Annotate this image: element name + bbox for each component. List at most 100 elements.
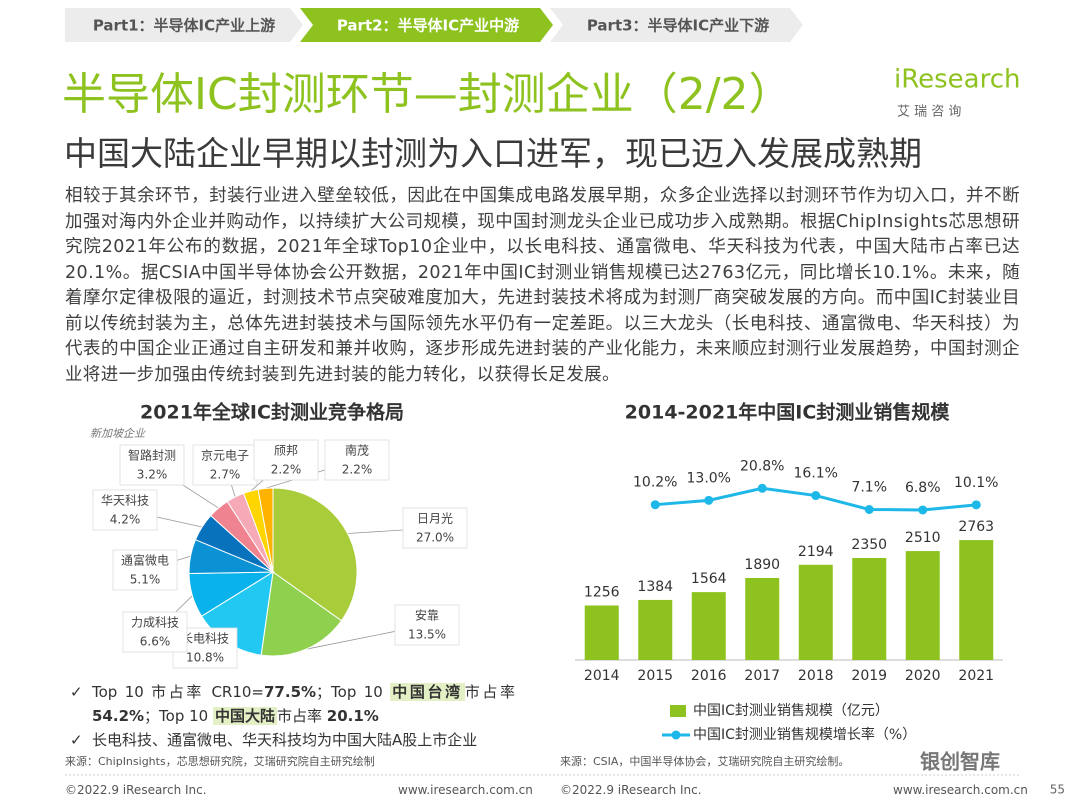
line-marker: [918, 505, 928, 515]
slice-name: 长电科技: [181, 632, 229, 646]
legend-swatch: [671, 730, 681, 740]
slice-value: 5.1%: [130, 573, 161, 587]
line-value-label: 16.1%: [794, 466, 838, 482]
slice-value: 13.5%: [408, 628, 446, 642]
line-value-label: 10.1%: [954, 475, 998, 491]
bar: [584, 605, 619, 660]
nav-tab-active: [300, 8, 553, 42]
bar-value-label: 2510: [905, 530, 941, 546]
line-marker: [650, 500, 660, 510]
slice-name: 南茂: [345, 443, 369, 458]
x-tick-label: 2014: [584, 668, 620, 684]
bullet-text: 77.5%: [264, 683, 317, 701]
bar: [798, 564, 833, 660]
nav-label: Part1：半导体IC产业上游: [93, 17, 275, 35]
label-box: [402, 507, 468, 549]
nav-tab: [550, 8, 803, 42]
bullet-text: 20.1%: [326, 707, 379, 725]
label-box: [324, 439, 390, 481]
nav-tab: [65, 8, 303, 42]
slice-name: 力成科技: [131, 616, 179, 630]
slice-value: 10.8%: [186, 651, 224, 665]
line-value-label: 6.8%: [905, 480, 941, 496]
bar: [852, 558, 887, 660]
slice-value: 27.0%: [416, 531, 454, 545]
x-tick-label: 2015: [637, 668, 673, 684]
slice-value: 2.7%: [210, 468, 241, 482]
bullet-text: 54.2%: [92, 707, 145, 725]
x-tick-label: 2021: [958, 668, 994, 684]
bullet-text: Top 10 市占率 CR10=: [92, 683, 264, 701]
bar-value-label: 2350: [851, 537, 887, 553]
bar: [691, 592, 726, 660]
slice-value: 3.2%: [137, 468, 168, 482]
bar: [638, 599, 673, 660]
pie-slice: [257, 487, 274, 573]
bar: [745, 577, 780, 660]
slice-name: 京元电子: [201, 449, 249, 463]
line-marker: [971, 500, 981, 510]
body-text: 相较于其余环节，封装行业进入壁垒较低，因此在中国集成电路发展早期，众多企业选择以…: [65, 186, 1020, 385]
bar: [905, 551, 940, 660]
pie-slice: [260, 571, 343, 657]
bar: [959, 540, 994, 660]
line-marker: [704, 495, 714, 505]
subtitle: 中国大陆企业早期以封测为入口进军，现已迈入发展成熟期: [64, 134, 922, 173]
label-box: [192, 444, 258, 486]
line-value-label: 13.0%: [687, 470, 731, 486]
page-number: 55: [1050, 783, 1065, 797]
bar-value-label: 2763: [958, 519, 994, 535]
line-marker: [811, 491, 821, 501]
slice-value: 2.2%: [271, 463, 302, 477]
watermark: 银创智库: [920, 750, 1000, 774]
logo-name: 艾 瑞 咨 询: [897, 105, 961, 120]
line-marker: [757, 483, 767, 493]
bullet-text: 长电科技、通富微电、华天科技均为中国大陆A股上市企业: [92, 731, 478, 749]
slice-name: 日月光: [417, 512, 453, 526]
bullet-text: ；Top 10: [144, 707, 213, 725]
nav-label: Part3：半导体IC产业下游: [587, 17, 769, 35]
legend-label: 中国IC封测业销售规模增长率（%）: [693, 726, 916, 743]
label-box: [92, 489, 158, 531]
label-box: [112, 549, 178, 591]
line-marker: [864, 504, 874, 514]
x-tick-label: 2018: [798, 668, 834, 684]
bar-value-label: 1890: [744, 557, 780, 573]
logo-brand: iResearch: [894, 65, 1020, 95]
bullet-text: ；Top 10: [316, 683, 391, 701]
slice-name: 华天科技: [101, 494, 149, 508]
slice-name: 智路封测: [128, 448, 176, 463]
url: www.iresearch.com.cn: [893, 783, 1028, 797]
title: 半导体IC封测环节—封测企业（2/2）: [62, 69, 793, 120]
bar-value-label: 1384: [637, 579, 673, 595]
slice-value: 4.2%: [110, 513, 141, 527]
x-tick-label: 2019: [851, 668, 887, 684]
bar-value-label: 2194: [798, 544, 834, 560]
slice-name: 颀邦: [274, 444, 298, 458]
source: 来源：ChipInsights，芯思想研究院，艾瑞研究院自主研究绘制: [65, 755, 375, 768]
copyright: ©2022.9 iResearch Inc.: [65, 783, 207, 797]
bar-value-label: 1564: [691, 571, 727, 587]
source: 来源：CSIA，中国半导体协会，艾瑞研究院自主研究绘制。: [560, 755, 850, 768]
nav-label: Part2：半导体IC产业中游: [337, 17, 519, 35]
slice-value: 2.2%: [342, 463, 373, 477]
x-tick-label: 2020: [905, 668, 941, 684]
bullet-text: 市占率: [277, 707, 327, 725]
label-box: [119, 444, 185, 486]
slice-name: 通富微电: [121, 553, 169, 568]
line-value-label: 10.2%: [633, 475, 677, 491]
slice-value: 6.6%: [140, 635, 171, 649]
line-value-label: 7.1%: [851, 479, 887, 495]
label-box: [122, 611, 188, 653]
line-value-label: 20.8%: [740, 458, 784, 474]
chart-title: 2014-2021年中国IC封测业销售规模: [625, 401, 951, 424]
legend-label: 中国IC封测业销售规模（亿元）: [693, 703, 889, 719]
bullet-text: 市占率: [464, 683, 515, 701]
label-box: [253, 439, 319, 481]
copyright: ©2022.9 iResearch Inc.: [560, 783, 702, 797]
bar-value-label: 1256: [584, 584, 620, 600]
x-tick-label: 2016: [691, 668, 727, 684]
